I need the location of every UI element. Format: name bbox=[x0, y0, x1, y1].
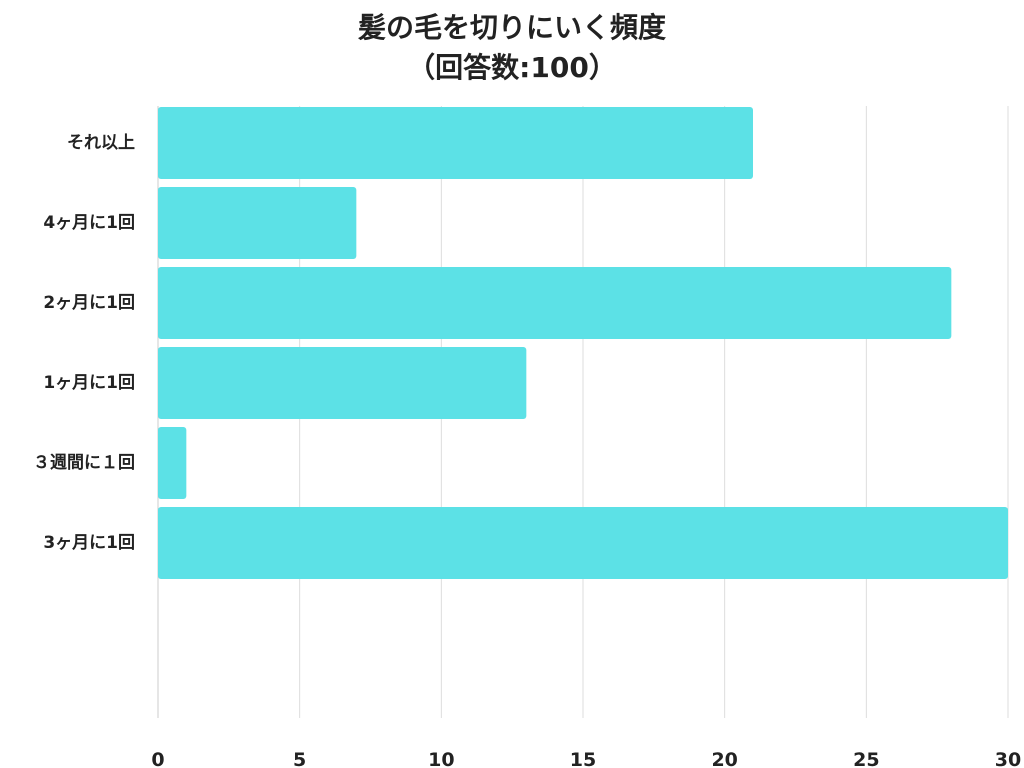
chart-title-block: 髪の毛を切りにいく頻度 （回答数:100） bbox=[0, 8, 1024, 88]
bars bbox=[158, 107, 1008, 579]
x-tick-label: 15 bbox=[570, 749, 596, 768]
bar bbox=[158, 507, 1008, 579]
chart-subtitle: （回答数:100） bbox=[407, 51, 617, 84]
bar bbox=[158, 347, 527, 419]
category-labels: それ以上 4ヶ月に1回 2ヶ月に1回 1ヶ月に1回 ３週間に１回 3ヶ月に1回 bbox=[33, 133, 135, 553]
category-label: 3ヶ月に1回 bbox=[43, 533, 135, 553]
category-label: ３週間に１回 bbox=[33, 453, 135, 473]
bar bbox=[158, 267, 952, 339]
x-tick-label: 30 bbox=[995, 749, 1021, 768]
bar bbox=[158, 187, 357, 259]
bar bbox=[158, 107, 753, 179]
bar bbox=[158, 427, 187, 499]
x-tick-label: 0 bbox=[151, 749, 164, 768]
category-label: それ以上 bbox=[67, 133, 135, 153]
x-tick-label: 10 bbox=[428, 749, 454, 768]
category-label: 2ヶ月に1回 bbox=[43, 293, 135, 313]
category-label: 1ヶ月に1回 bbox=[43, 373, 135, 393]
x-tick-label: 25 bbox=[853, 749, 879, 768]
category-label: 4ヶ月に1回 bbox=[43, 213, 135, 233]
x-tick-label: 20 bbox=[711, 749, 737, 768]
x-tick-label: 5 bbox=[293, 749, 306, 768]
x-tick-labels: 0 5 10 15 20 25 30 bbox=[151, 749, 1021, 768]
chart-title: 髪の毛を切りにいく頻度 bbox=[357, 11, 666, 44]
